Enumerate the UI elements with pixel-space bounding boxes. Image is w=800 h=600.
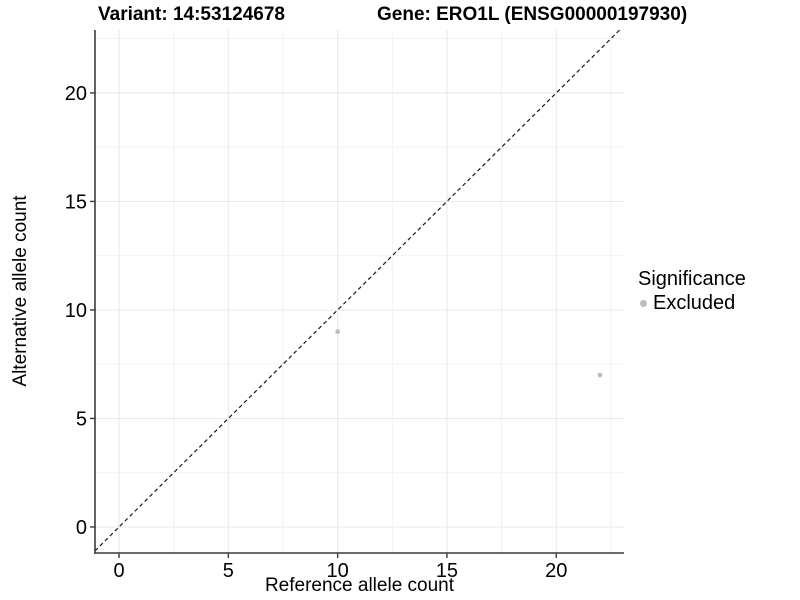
legend-item-label: Excluded xyxy=(653,292,736,314)
x-tick-label: 10 xyxy=(327,560,349,582)
data-point xyxy=(597,372,603,378)
legend-item-excluded: Excluded xyxy=(637,292,746,314)
plot-title-variant: Variant: 14:53124678 xyxy=(98,4,285,25)
y-tick-label: 15 xyxy=(65,191,87,213)
legend: Significance Excluded xyxy=(637,268,746,314)
x-tick-label: 20 xyxy=(545,560,567,582)
y-axis-label: Alternative allele count xyxy=(10,195,31,387)
y-tick-label: 5 xyxy=(76,408,87,430)
x-tick-label: 15 xyxy=(436,560,458,582)
y-tick-label: 10 xyxy=(65,300,87,322)
y-tick-label: 20 xyxy=(65,83,87,105)
legend-title: Significance xyxy=(638,268,746,290)
data-point xyxy=(335,329,341,335)
x-tick-label: 5 xyxy=(223,560,234,582)
legend-point-icon xyxy=(640,299,647,307)
identity-reference-line xyxy=(94,29,621,552)
y-tick-label: 0 xyxy=(76,517,87,539)
x-axis-label: Reference allele count xyxy=(264,575,455,596)
x-tick-label: 0 xyxy=(113,560,124,582)
plot-title-gene: Gene: ERO1L (ENSG00000197930) xyxy=(377,4,688,25)
